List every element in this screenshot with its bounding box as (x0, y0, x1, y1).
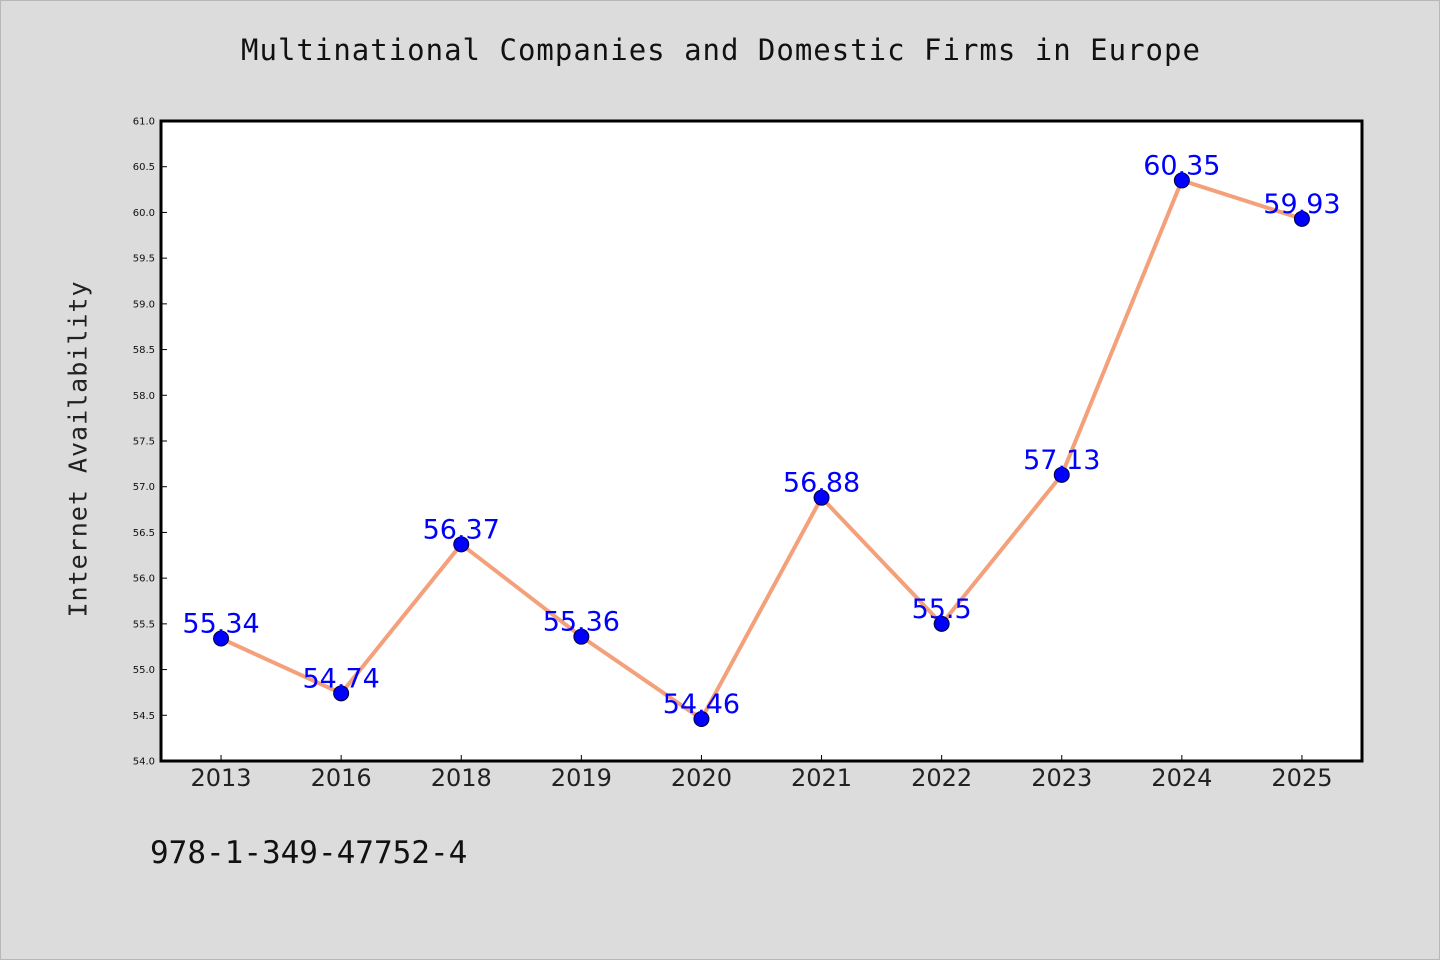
y-tick-label: 58.0 (133, 391, 155, 402)
data-label: 55.34 (182, 608, 259, 639)
data-label: 56.37 (423, 514, 500, 545)
series-line (219, 178, 1304, 721)
x-tick-label: 2013 (191, 764, 252, 792)
data-labels: 55.34 54.74 56.37 55.36 54.46 56.88 55.5 57.13 6… (182, 150, 1340, 720)
y-tick-label: 56.0 (133, 574, 155, 585)
data-point (333, 685, 350, 702)
y-tick-label: 57.0 (133, 482, 155, 493)
data-point (213, 630, 230, 647)
data-label: 54.74 (303, 663, 380, 694)
x-tick-label: 2016 (311, 764, 372, 792)
x-tick-label: 2019 (551, 764, 612, 792)
data-label: 59.93 (1263, 189, 1340, 220)
x-tick-label: 2025 (1271, 764, 1332, 792)
data-point (693, 710, 710, 727)
x-tick-label: 2021 (791, 764, 852, 792)
x-tick-label: 2022 (911, 764, 972, 792)
data-point (453, 536, 470, 553)
data-point (813, 489, 830, 506)
chart-title: Multinational Companies and Domestic Fir… (241, 33, 1201, 67)
y-tick-label: 60.0 (133, 208, 155, 219)
data-label: 57.13 (1023, 445, 1100, 476)
y-tick-label: 61.0 (133, 117, 155, 128)
data-label: 55.36 (543, 607, 620, 638)
x-tick-label: 2020 (671, 764, 732, 792)
y-tick-label: 54.0 (133, 757, 155, 768)
x-tick-label: 2024 (1151, 764, 1212, 792)
y-tick-label: 56.5 (133, 528, 155, 539)
data-point (1293, 210, 1310, 227)
y-tick-label: 59.5 (133, 254, 155, 265)
x-tick-label: 2023 (1031, 764, 1092, 792)
isbn-text: 978-1-349-47752-4 (150, 835, 468, 871)
data-label: 60.35 (1143, 150, 1220, 181)
axis-ticks: 54.0 54.5 55.0 55.5 56.0 56.5 57.0 57.5 58.0 58.5… (133, 117, 1333, 793)
plot-area-frame (159, 119, 1364, 763)
y-tick-label: 58.5 (133, 345, 155, 356)
x-tick-label: 2018 (431, 764, 492, 792)
data-point (1053, 466, 1070, 483)
y-tick-label: 55.0 (133, 665, 155, 676)
data-point (573, 628, 590, 645)
data-label: 54.46 (663, 689, 740, 720)
data-point (933, 615, 950, 632)
y-tick-label: 55.5 (133, 619, 155, 630)
y-tick-label: 60.5 (133, 162, 155, 173)
data-point (1173, 172, 1190, 189)
data-label: 56.88 (783, 468, 860, 499)
y-tick-label: 54.5 (133, 711, 155, 722)
y-tick-label: 57.5 (133, 437, 155, 448)
series-markers (213, 172, 1310, 727)
series-line-path (219, 178, 1304, 721)
y-tick-label: 59.0 (133, 299, 155, 310)
data-label: 55.5 (912, 594, 972, 625)
